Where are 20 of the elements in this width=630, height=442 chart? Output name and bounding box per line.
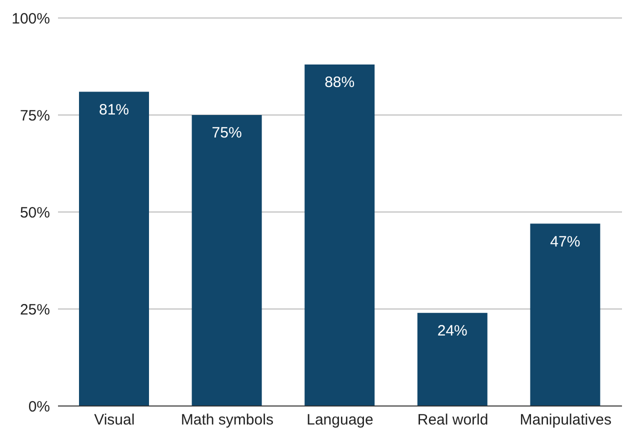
y-tick-label: 75% xyxy=(20,107,50,124)
bar xyxy=(530,224,600,406)
x-tick-label: Manipulatives xyxy=(520,412,612,429)
x-tick-label: Language xyxy=(306,412,374,429)
x-tick-label: Visual xyxy=(94,412,135,429)
bar xyxy=(304,64,375,406)
y-tick-label: 0% xyxy=(28,398,50,416)
y-tick-label: 100% xyxy=(12,10,50,28)
bar xyxy=(192,115,262,406)
data-label: 75% xyxy=(212,124,242,142)
data-label: 88% xyxy=(324,74,355,92)
data-label: 24% xyxy=(437,322,468,340)
y-tick-label: 50% xyxy=(20,204,50,222)
x-tick-label: Real world xyxy=(417,412,488,429)
data-label: 47% xyxy=(550,233,580,250)
bar xyxy=(417,312,488,406)
bar xyxy=(79,92,149,406)
data-label: 81% xyxy=(98,101,130,118)
x-tick-label: Math symbols xyxy=(180,412,274,429)
y-tick-label: 25% xyxy=(20,301,50,318)
